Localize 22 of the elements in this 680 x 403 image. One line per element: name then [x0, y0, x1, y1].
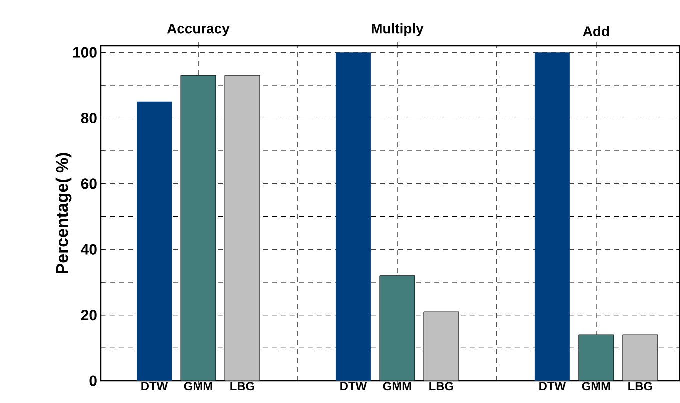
y-tick-label: 20	[81, 310, 97, 321]
x-tick-label: Accuracy	[167, 24, 230, 36]
y-tick-label: 0	[90, 376, 97, 386]
text: LBG	[430, 382, 454, 391]
series-label: GMM	[184, 382, 212, 391]
x-tick-label: Add	[583, 26, 610, 36]
bar	[336, 52, 371, 381]
y-tick-label: 80	[81, 112, 97, 124]
y-tick-label: 40	[81, 244, 97, 255]
text: GMM	[582, 382, 610, 391]
y-tick-label: 60	[81, 178, 97, 190]
text: LBG	[230, 382, 254, 391]
bar	[534, 52, 570, 381]
y-axis-title: Percentage( %)	[56, 153, 72, 274]
bar	[137, 102, 172, 381]
text: DTW	[340, 382, 368, 390]
text: GMM	[383, 382, 412, 391]
legend-label: LBG	[628, 382, 652, 391]
x-tick-label: Multiply	[372, 23, 424, 36]
text: DTW	[540, 382, 566, 390]
series-label: DTW	[142, 382, 168, 390]
y-tick-label: 100	[73, 47, 97, 58]
